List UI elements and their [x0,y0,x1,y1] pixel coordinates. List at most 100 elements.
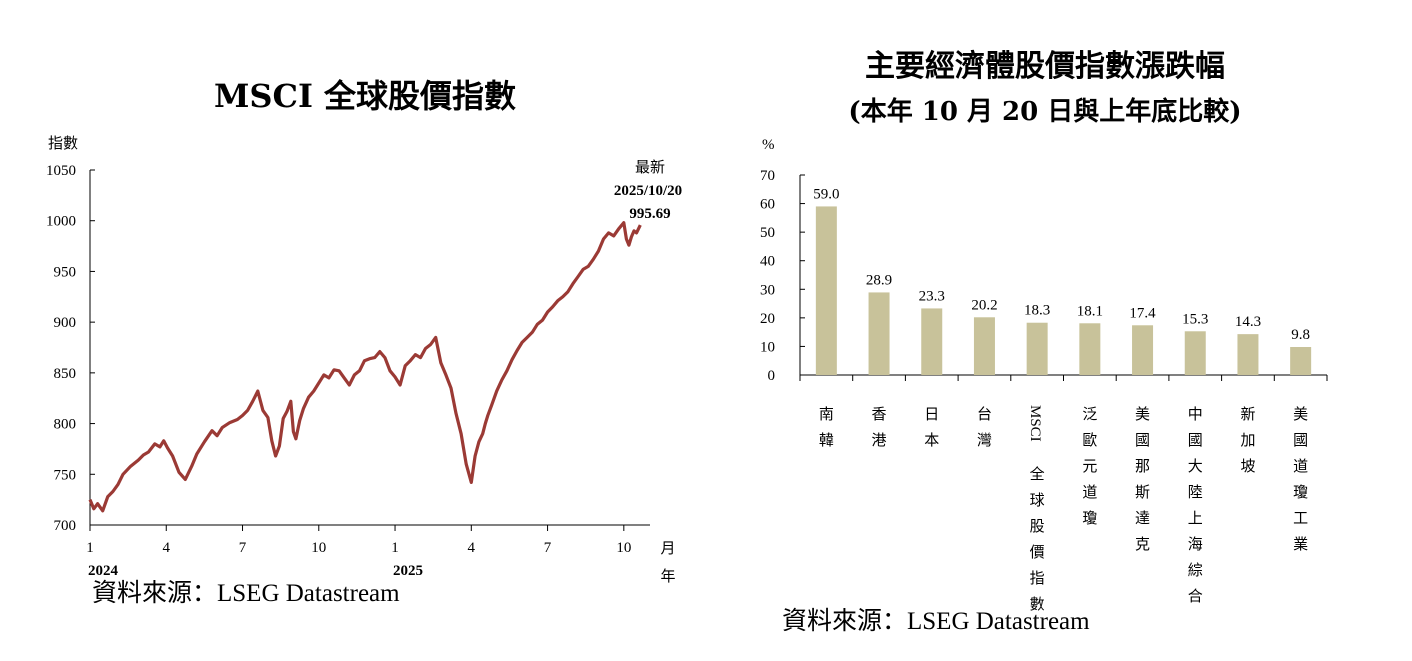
category-label-char: 大 [1188,458,1203,475]
category-label-char: 達 [1135,510,1150,527]
category-label-char: 綜 [1188,562,1203,579]
bar-value-label: 18.3 [1024,303,1050,319]
category-label-char: 瓊 [1293,484,1308,501]
category-label: 日本 [924,407,939,449]
category-label-char: 南 [819,406,834,423]
category-label-char: 工 [1293,511,1308,527]
category-label-char: 日 [924,407,939,423]
category-label-char: 瓊 [1082,510,1097,527]
y-tick-label: 700 [54,518,77,534]
x-tick-label: 10 [311,540,326,556]
bar-value-label: 17.4 [1129,305,1156,321]
bar [1132,325,1154,375]
category-label-char: 業 [1293,536,1308,553]
category-label-char: 韓 [819,432,834,449]
category-label: 新加坡 [1240,406,1255,475]
source-note: 資料來源：LSEG Datastream [782,607,1090,635]
y-tick-label: 20 [760,311,775,327]
category-label-char: 全 [1030,465,1045,483]
category-label-char: 坡 [1240,458,1255,475]
y-tick-label: 1000 [46,214,76,230]
category-label: MSCI 全球股價指數 [1027,405,1045,613]
x-tick-label: 4 [468,540,476,556]
bar [1237,334,1259,375]
category-label-char: 美 [1135,406,1150,423]
category-label-char: 加 [1240,432,1255,449]
category-label-char: 台 [977,406,992,423]
category-label-char: 陸 [1188,484,1203,501]
category-label-char: 元 [1082,459,1097,475]
x-tick-label: 4 [163,540,171,556]
bar-value-label: 14.3 [1235,314,1261,330]
annotation-date: 2025/10/20 [614,183,682,199]
bar [815,206,837,375]
category-label-char: 歐 [1082,432,1097,449]
y-tick-label: 50 [760,225,775,241]
y-tick-label: 850 [54,366,77,382]
year-label: 2024 [88,563,119,579]
bar [1079,323,1101,375]
category-label: 香港 [872,406,887,449]
category-label-char: 國 [1188,432,1203,449]
x-axis-label: 月 [660,541,675,557]
category-label-char: 合 [1188,588,1203,605]
category-label-char: 道 [1293,458,1308,475]
category-label: 南韓 [819,406,834,449]
bar [921,308,943,375]
category-label-char: 美 [1293,406,1308,423]
category-label-char: 國 [1135,432,1150,449]
category-label-char: 道 [1082,484,1097,501]
y-tick-label: 10 [760,339,775,355]
year-label: 2025 [393,563,423,579]
source-note: 資料來源：LSEG Datastream [92,579,400,607]
y-axis-label: 指數 [48,135,78,152]
bar [1184,331,1206,375]
x-tick-label: 7 [544,540,552,556]
annotation-latest: 最新 [635,159,665,176]
y-tick-label: 800 [54,417,77,433]
bar-value-label: 9.8 [1291,327,1310,343]
y-tick-label: 950 [54,264,77,280]
bar [973,317,995,375]
category-label-char: 數 [1030,596,1045,613]
x-tick-label: 7 [239,540,247,556]
bar [1290,347,1312,375]
index-line [88,221,642,513]
category-label-char: 克 [1135,536,1150,553]
y-tick-label: 30 [760,282,775,298]
y-tick-label: 0 [768,368,776,384]
y-axis-label: % [762,137,775,153]
bar [1026,322,1048,375]
bar-value-label: 23.3 [919,288,945,304]
category-label-char: 香 [872,406,887,423]
category-label-char: 海 [1188,536,1203,553]
category-label-char: 股 [1030,518,1045,535]
chart-title: 主要經濟體股價指數漲跌幅 [865,49,1225,84]
bar-value-label: 20.2 [971,297,997,313]
y-tick-label: 1050 [46,163,76,179]
x-axis-label-year: 年 [660,568,675,585]
y-tick-label: 70 [760,168,775,184]
category-label-char: 指 [1030,570,1045,587]
bar-value-label: 18.1 [1077,303,1103,319]
bar-value-label: 15.3 [1182,311,1208,327]
category-label-char: 國 [1293,432,1308,449]
category-label-char: 泛 [1082,406,1097,423]
category-label-char: 港 [872,432,887,449]
category-label-char: 新 [1240,406,1255,423]
annotation-value: 995.69 [629,206,670,222]
x-tick-label: 10 [616,540,631,556]
bar-value-label: 28.9 [866,272,892,288]
chart-title: MSCI 全球股價指數 [214,77,516,115]
chart-subtitle: (本年 10 月 20 日與上年底比較) [848,96,1241,127]
y-tick-label: 40 [760,254,775,270]
category-label-char: 灣 [977,432,992,449]
category-label-char: 中 [1188,406,1203,423]
category-label-char: 上 [1188,510,1203,527]
